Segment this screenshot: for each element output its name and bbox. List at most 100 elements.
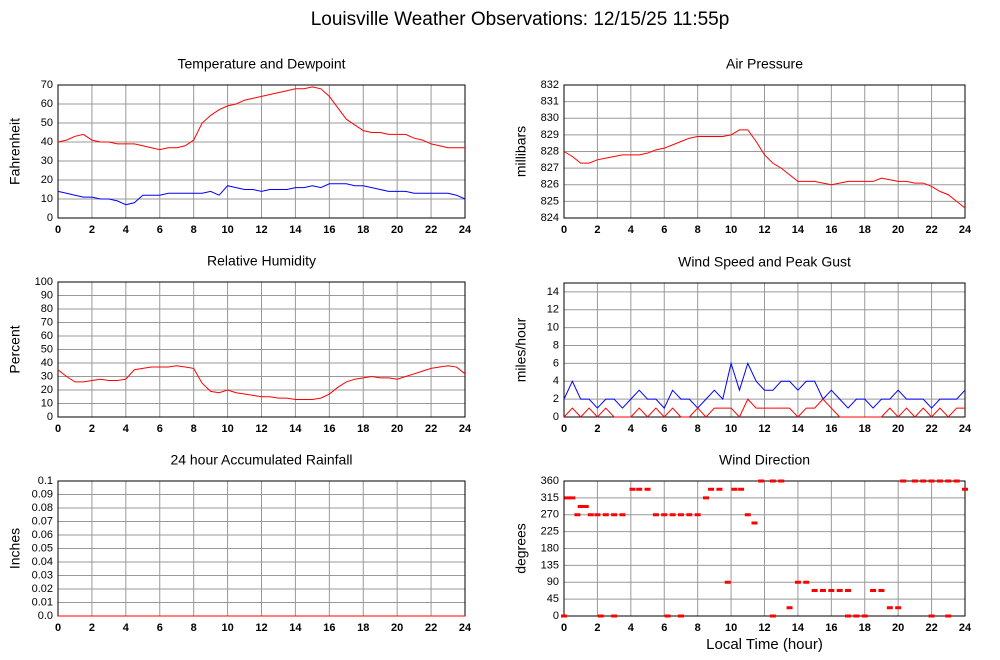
plot-frame bbox=[563, 282, 966, 418]
x-tick-label: 20 bbox=[892, 224, 904, 236]
scatter-point bbox=[769, 614, 776, 618]
scatter-point bbox=[724, 580, 731, 584]
scatter-point bbox=[920, 479, 927, 483]
scatter-point bbox=[611, 614, 618, 618]
x-tick-label: 14 bbox=[289, 224, 302, 236]
y-tick-label: 4 bbox=[553, 375, 559, 387]
page-title: Louisville Weather Observations: 12/15/2… bbox=[311, 9, 730, 30]
y-tick-label: 180 bbox=[541, 542, 559, 554]
y-tick-label: 50 bbox=[41, 117, 53, 129]
y-tick-label: 14 bbox=[547, 286, 559, 298]
scatter-point bbox=[758, 479, 765, 483]
x-tick-label: 4 bbox=[123, 622, 130, 634]
y-tick-label: 50 bbox=[41, 343, 53, 355]
scatter-point bbox=[574, 513, 581, 517]
scatter-point bbox=[629, 487, 636, 491]
scatter-point bbox=[769, 479, 776, 483]
x-tick-label: 14 bbox=[289, 622, 302, 634]
x-tick-label: 6 bbox=[661, 622, 667, 634]
chart-title: Wind Speed and Peak Gust bbox=[678, 254, 851, 270]
scatter-point bbox=[577, 505, 584, 508]
x-tick-label: 10 bbox=[221, 423, 233, 435]
scatter-point bbox=[845, 589, 852, 592]
chart-title: Temperature and Dewpoint bbox=[177, 56, 345, 72]
scatter-point bbox=[669, 513, 676, 517]
y-tick-label: 40 bbox=[41, 357, 53, 369]
scatter-point bbox=[569, 496, 576, 500]
y-axis-label: millibars bbox=[513, 126, 529, 177]
y-tick-label: 0.1 bbox=[38, 475, 53, 487]
y-tick-label: 225 bbox=[541, 526, 559, 538]
scatter-point bbox=[686, 513, 693, 517]
y-tick-label: 832 bbox=[541, 79, 559, 91]
scatter-point bbox=[708, 487, 715, 491]
scatter-point bbox=[870, 589, 877, 592]
x-tick-label: 18 bbox=[859, 224, 871, 236]
y-tick-label: 830 bbox=[541, 112, 559, 124]
x-tick-label: 2 bbox=[594, 423, 600, 435]
y-tick-label: 0.08 bbox=[32, 502, 53, 514]
scatter-point bbox=[677, 614, 684, 618]
y-tick-label: 70 bbox=[41, 316, 53, 328]
y-tick-label: 0.06 bbox=[32, 529, 53, 541]
x-tick-label: 12 bbox=[255, 423, 267, 435]
y-tick-label: 20 bbox=[41, 384, 53, 396]
x-tick-label: 0 bbox=[55, 622, 61, 634]
y-tick-label: 6 bbox=[553, 357, 559, 369]
x-tick-label: 2 bbox=[89, 224, 95, 236]
y-tick-label: 70 bbox=[41, 79, 53, 91]
y-tick-label: 12 bbox=[547, 304, 559, 316]
x-tick-label: 20 bbox=[391, 423, 403, 435]
y-tick-label: 60 bbox=[41, 98, 53, 110]
scatter-point bbox=[703, 496, 710, 500]
series-line bbox=[57, 365, 466, 400]
x-tick-label: 16 bbox=[323, 423, 335, 435]
x-tick-label: 10 bbox=[725, 423, 737, 435]
scatter-point bbox=[738, 487, 745, 491]
scatter-point bbox=[652, 513, 659, 517]
x-tick-label: 24 bbox=[459, 622, 472, 634]
y-tick-label: 825 bbox=[541, 195, 559, 207]
scatter-point bbox=[636, 487, 643, 491]
scatter-point bbox=[895, 606, 902, 610]
x-tick-label: 10 bbox=[725, 622, 737, 634]
x-tick-label: 2 bbox=[594, 622, 600, 634]
y-tick-label: 828 bbox=[541, 145, 559, 157]
x-tick-label: 0 bbox=[55, 224, 61, 236]
x-tick-label: 22 bbox=[425, 423, 437, 435]
scatter-point bbox=[803, 580, 810, 584]
scatter-point bbox=[900, 479, 907, 483]
scatter-point bbox=[587, 513, 594, 517]
y-tick-label: 829 bbox=[541, 129, 559, 141]
chart-title: Air Pressure bbox=[726, 56, 803, 72]
scatter-point bbox=[853, 614, 860, 618]
scatter-point bbox=[845, 614, 852, 618]
scatter-point bbox=[936, 479, 943, 483]
x-tick-label: 18 bbox=[859, 423, 871, 435]
x-tick-label: 0 bbox=[561, 423, 567, 435]
x-tick-label: 18 bbox=[357, 622, 369, 634]
x-tick-label: 10 bbox=[725, 224, 737, 236]
y-tick-label: 0.0 bbox=[38, 610, 53, 622]
y-tick-label: 90 bbox=[547, 576, 559, 588]
y-tick-label: 0 bbox=[47, 212, 53, 224]
y-tick-label: 0.04 bbox=[32, 556, 53, 568]
y-tick-label: 8 bbox=[553, 339, 559, 351]
x-tick-label: 8 bbox=[695, 423, 701, 435]
scatter-point bbox=[751, 521, 758, 525]
x-tick-label: 8 bbox=[191, 423, 197, 435]
scatter-point bbox=[744, 513, 751, 517]
scatter-point bbox=[594, 513, 601, 517]
y-tick-label: 40 bbox=[41, 136, 53, 148]
x-tick-label: 8 bbox=[191, 622, 197, 634]
x-tick-label: 24 bbox=[959, 224, 972, 236]
y-tick-label: 60 bbox=[41, 330, 53, 342]
x-tick-label: 10 bbox=[221, 622, 233, 634]
y-tick-label: 30 bbox=[41, 155, 53, 167]
x-tick-label: 20 bbox=[892, 622, 904, 634]
y-tick-label: 0 bbox=[553, 411, 559, 423]
y-tick-label: 10 bbox=[41, 193, 53, 205]
scatter-point bbox=[664, 614, 671, 618]
y-axis-label: degrees bbox=[513, 523, 529, 574]
chart-title: 24 hour Accumulated Rainfall bbox=[170, 452, 352, 468]
